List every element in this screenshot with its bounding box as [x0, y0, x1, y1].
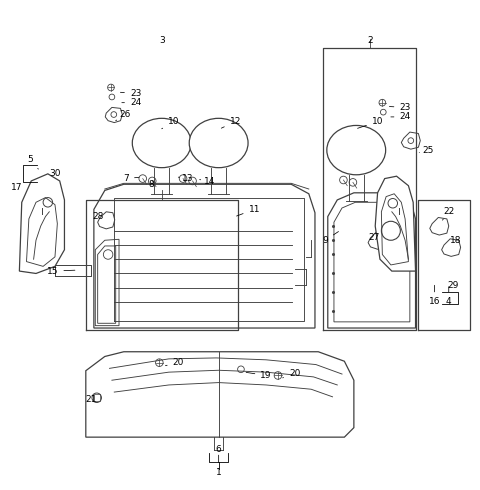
- Text: 29: 29: [448, 281, 459, 290]
- Text: 20: 20: [166, 358, 184, 367]
- Polygon shape: [375, 176, 416, 271]
- Text: 21: 21: [85, 394, 96, 404]
- Text: 19: 19: [246, 371, 272, 380]
- Polygon shape: [19, 174, 64, 273]
- Text: 27: 27: [368, 233, 380, 243]
- Ellipse shape: [132, 118, 191, 168]
- Text: 10: 10: [358, 117, 384, 128]
- Polygon shape: [94, 184, 315, 328]
- Ellipse shape: [189, 118, 248, 168]
- Text: 23: 23: [120, 89, 141, 98]
- Text: 26: 26: [116, 110, 131, 121]
- Text: 6: 6: [216, 444, 222, 454]
- Text: 9: 9: [323, 232, 338, 245]
- Text: 1: 1: [216, 455, 222, 477]
- Text: 8: 8: [148, 180, 154, 189]
- Text: 11: 11: [237, 205, 260, 216]
- Text: 16: 16: [429, 285, 440, 306]
- Text: 23: 23: [389, 103, 411, 112]
- Text: 28: 28: [92, 212, 103, 221]
- Text: 7: 7: [123, 174, 139, 183]
- Polygon shape: [328, 193, 416, 328]
- Ellipse shape: [327, 125, 385, 175]
- Text: 18: 18: [450, 236, 462, 245]
- Text: 3: 3: [159, 36, 165, 46]
- Polygon shape: [86, 352, 354, 437]
- Text: 12: 12: [221, 117, 241, 128]
- Text: 15: 15: [47, 267, 75, 275]
- Text: 4: 4: [446, 287, 452, 306]
- Text: 14: 14: [200, 177, 215, 186]
- Text: 5: 5: [27, 155, 38, 169]
- Text: 10: 10: [162, 117, 180, 129]
- Text: 13: 13: [179, 174, 193, 183]
- Text: 2: 2: [368, 36, 373, 46]
- Text: 24: 24: [391, 112, 411, 122]
- Text: 30: 30: [49, 170, 60, 178]
- Text: 25: 25: [419, 146, 433, 155]
- Text: 24: 24: [122, 98, 141, 107]
- Text: 20: 20: [283, 368, 300, 378]
- Text: 17: 17: [11, 183, 23, 192]
- Text: 22: 22: [443, 207, 455, 220]
